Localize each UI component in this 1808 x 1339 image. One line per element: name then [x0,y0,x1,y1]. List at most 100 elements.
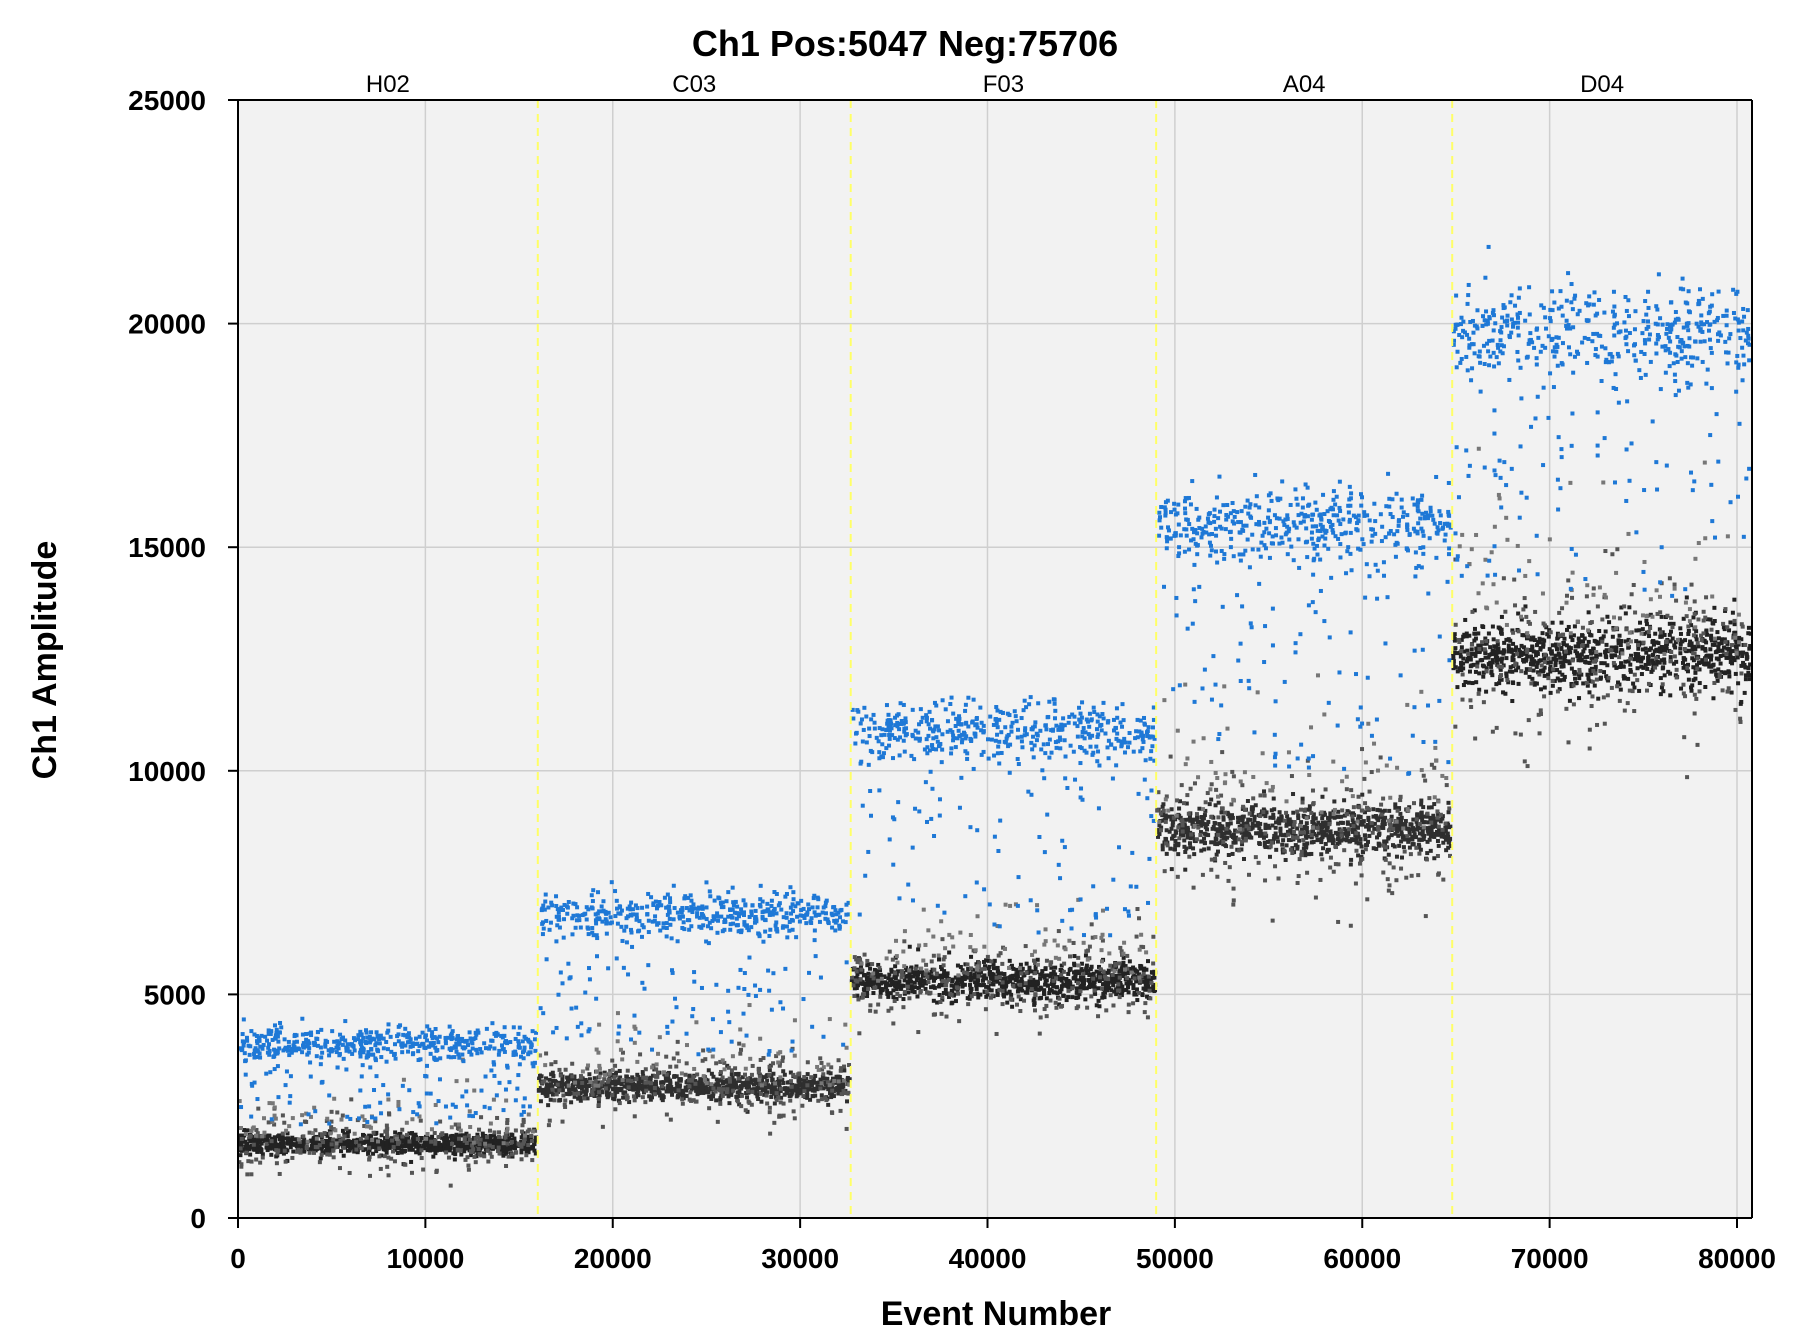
positive-droplet [591,888,596,893]
positive-droplet [286,1039,291,1044]
negative-droplet [637,1085,642,1090]
positive-droplet [554,914,559,919]
positive-droplet [487,1046,492,1051]
negative-droplet [329,1119,334,1124]
negative-droplet [1044,1014,1049,1019]
negative-droplet [1014,967,1019,972]
negative-droplet [346,1129,351,1134]
negative-droplet [440,1131,445,1136]
positive-droplet [783,966,788,971]
positive-droplet [806,902,811,907]
negative-droplet [862,992,867,997]
negative-droplet [1018,997,1023,1002]
negative-droplet [465,1078,470,1083]
positive-droplet [709,926,714,931]
positive-droplet [920,715,925,720]
positive-droplet [730,915,735,920]
negative-droplet [804,1080,809,1085]
negative-droplet [346,1139,351,1144]
positive-droplet [692,970,697,975]
negative-droplet [995,965,1000,970]
negative-droplet [410,1142,415,1147]
negative-droplet [1097,970,1102,975]
negative-droplet [1055,991,1060,996]
negative-droplet [1097,1004,1102,1009]
positive-droplet [599,904,604,909]
negative-droplet [492,1130,497,1135]
positive-droplet [266,1028,271,1033]
positive-droplet [488,1044,493,1049]
positive-droplet [369,1047,374,1052]
negative-droplet [560,1077,565,1082]
negative-droplet [632,1114,637,1119]
positive-droplet [773,923,778,928]
negative-droplet [425,1132,430,1137]
negative-droplet [945,991,950,996]
positive-droplet [784,911,789,916]
negative-droplet [480,1131,485,1136]
positive-droplet [591,933,596,938]
positive-droplet [681,920,686,925]
positive-droplet [574,1005,579,1010]
positive-droplet [502,1025,507,1030]
negative-droplet [608,1068,613,1073]
negative-droplet [770,1082,775,1087]
positive-droplet [328,1049,333,1054]
negative-droplet [872,967,877,972]
positive-droplet [267,1052,272,1057]
negative-droplet [704,1089,709,1094]
negative-droplet [871,978,876,983]
negative-droplet [512,1136,517,1141]
negative-droplet [891,988,896,993]
negative-droplet [454,1139,459,1144]
negative-droplet [886,976,891,981]
positive-droplet [630,944,635,949]
positive-droplet [1053,740,1058,745]
positive-droplet [931,736,936,741]
negative-droplet [277,1137,282,1142]
positive-droplet [434,1121,439,1126]
positive-droplet [701,923,706,928]
positive-droplet [995,725,1000,730]
negative-droplet [497,1151,502,1156]
negative-droplet [826,1087,831,1092]
negative-droplet [404,1135,409,1140]
negative-droplet [372,1145,377,1150]
negative-droplet [248,1152,253,1157]
negative-droplet [248,1133,253,1138]
negative-droplet [344,1126,349,1131]
negative-droplet [450,1133,455,1138]
negative-droplet [629,1078,634,1083]
positive-droplet [359,1047,364,1052]
positive-droplet [1091,884,1096,889]
negative-droplet [930,975,935,980]
positive-droplet [837,924,842,929]
positive-droplet [542,907,547,912]
negative-droplet [425,1139,430,1144]
positive-droplet [377,1041,382,1046]
positive-droplet [597,909,602,914]
negative-droplet [604,1089,609,1094]
positive-droplet [640,980,645,985]
positive-droplet [258,1044,263,1049]
negative-droplet [317,1160,322,1165]
positive-droplet [959,740,964,745]
negative-droplet [1141,968,1146,973]
negative-droplet [450,1141,455,1146]
positive-droplet [951,711,956,716]
positive-droplet [296,1046,301,1051]
negative-droplet [273,1136,278,1141]
positive-droplet [966,695,971,700]
positive-droplet [896,712,901,717]
negative-droplet [1078,989,1083,994]
positive-droplet [1028,695,1033,700]
positive-droplet [454,1037,459,1042]
positive-droplet [689,905,694,910]
negative-droplet [944,983,949,988]
negative-droplet [1086,968,1091,973]
positive-droplet [922,747,927,752]
positive-droplet [255,1054,260,1059]
positive-droplet [1056,739,1061,744]
negative-droplet [1114,974,1119,979]
negative-droplet [684,1094,689,1099]
